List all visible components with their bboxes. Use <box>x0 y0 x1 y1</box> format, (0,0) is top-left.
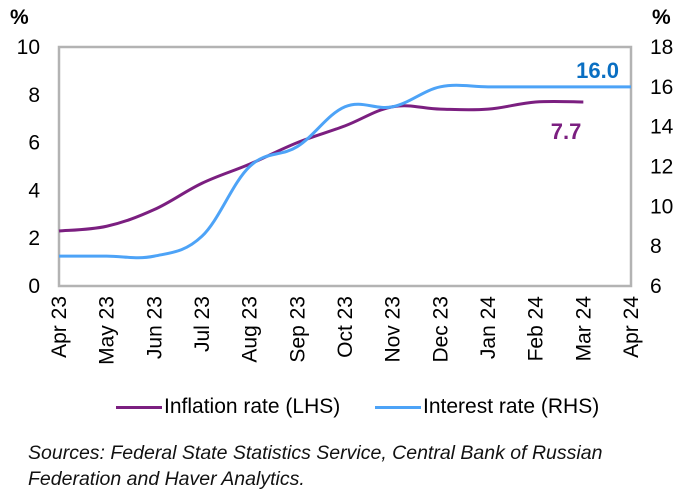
legend-item-interest[interactable]: Interest rate (RHS) <box>375 395 599 419</box>
left-tick-label: 10 <box>17 36 40 59</box>
left-tick-label: 0 <box>28 275 40 298</box>
x-tick-label: Jul 23 <box>191 296 214 352</box>
right-tick-label: 18 <box>650 36 673 59</box>
inflation-rate-line <box>58 99 584 233</box>
left-tick-label: 4 <box>28 179 40 202</box>
legend-swatch-inflation <box>116 405 162 409</box>
end-labels: 7.7 16.0 <box>551 58 619 144</box>
x-tick-label: Feb 24 <box>525 296 548 362</box>
inflation-end-label: 7.7 <box>551 119 582 144</box>
series-layer <box>58 83 631 260</box>
legend-item-inflation[interactable]: Inflation rate (LHS) <box>116 395 340 419</box>
left-tick-label: 6 <box>28 132 40 155</box>
x-axis: Apr 23 May 23 Jun 23 Jul 23 Aug 23 Sep 23 Oct … <box>48 296 643 365</box>
x-tick-label: Mar 24 <box>572 296 595 362</box>
x-tick-label: Jun 23 <box>143 296 166 359</box>
legend-label-inflation: Inflation rate (LHS) <box>164 395 341 418</box>
chart: % % 0 2 4 6 8 10 6 8 10 12 14 16 18 Apr 23 May 23 Jun… <box>10 6 674 365</box>
right-tick-label: 12 <box>650 156 673 179</box>
x-tick-label: Apr 24 <box>620 296 643 358</box>
x-tick-label: Sep 23 <box>286 296 309 363</box>
x-tick-label: Jan 24 <box>477 296 500 359</box>
plot-area-frame <box>57 45 633 288</box>
right-tick-label: 10 <box>650 195 673 218</box>
left-tick-label: 8 <box>28 84 40 107</box>
right-tick-label: 14 <box>650 116 674 139</box>
right-axis-unit: % <box>652 6 671 29</box>
right-tick-label: 6 <box>650 275 662 298</box>
interest-rate-line <box>59 83 631 260</box>
interest-end-label: 16.0 <box>576 58 619 83</box>
left-axis: 0 2 4 6 8 10 <box>17 36 41 298</box>
x-tick-label: May 23 <box>96 296 119 365</box>
x-tick-label: Apr 23 <box>48 296 71 358</box>
x-tick-label: Nov 23 <box>382 296 405 363</box>
source-note: Sources: Federal State Statistics Servic… <box>28 442 603 490</box>
x-tick-label: Oct 23 <box>334 296 357 358</box>
right-tick-label: 8 <box>650 235 662 258</box>
legend-swatch-interest <box>375 405 421 409</box>
legend: Inflation rate (LHS) Interest rate (RHS) <box>0 395 692 427</box>
x-tick-label: Aug 23 <box>239 296 262 363</box>
legend-label-interest: Interest rate (RHS) <box>423 395 600 418</box>
left-tick-label: 2 <box>28 227 40 250</box>
left-axis-unit: % <box>10 6 29 29</box>
x-tick-label: Dec 23 <box>429 296 452 363</box>
right-tick-label: 16 <box>650 76 673 99</box>
right-axis: 6 8 10 12 14 16 18 <box>650 36 674 298</box>
